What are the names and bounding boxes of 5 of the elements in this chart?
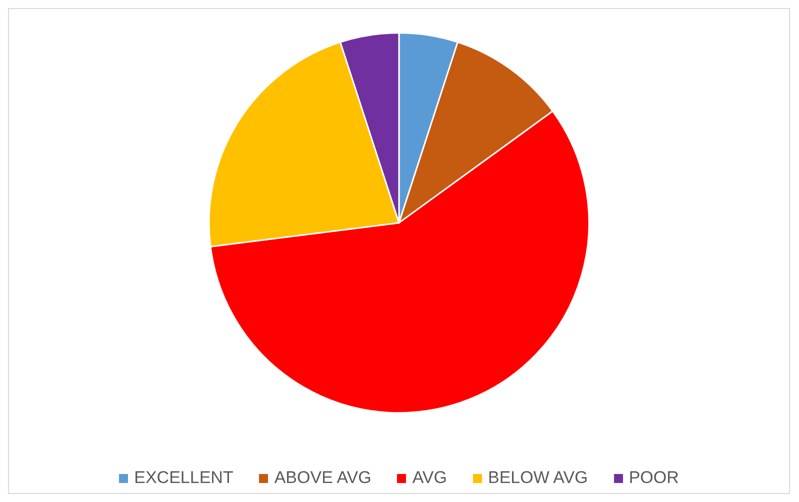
legend-label: ABOVE AVG [273,468,372,488]
legend-label: AVG [411,468,447,488]
legend-label: POOR [628,468,679,488]
legend-label: BELOW AVG [486,468,588,488]
legend-label: EXCELLENT [133,468,234,488]
